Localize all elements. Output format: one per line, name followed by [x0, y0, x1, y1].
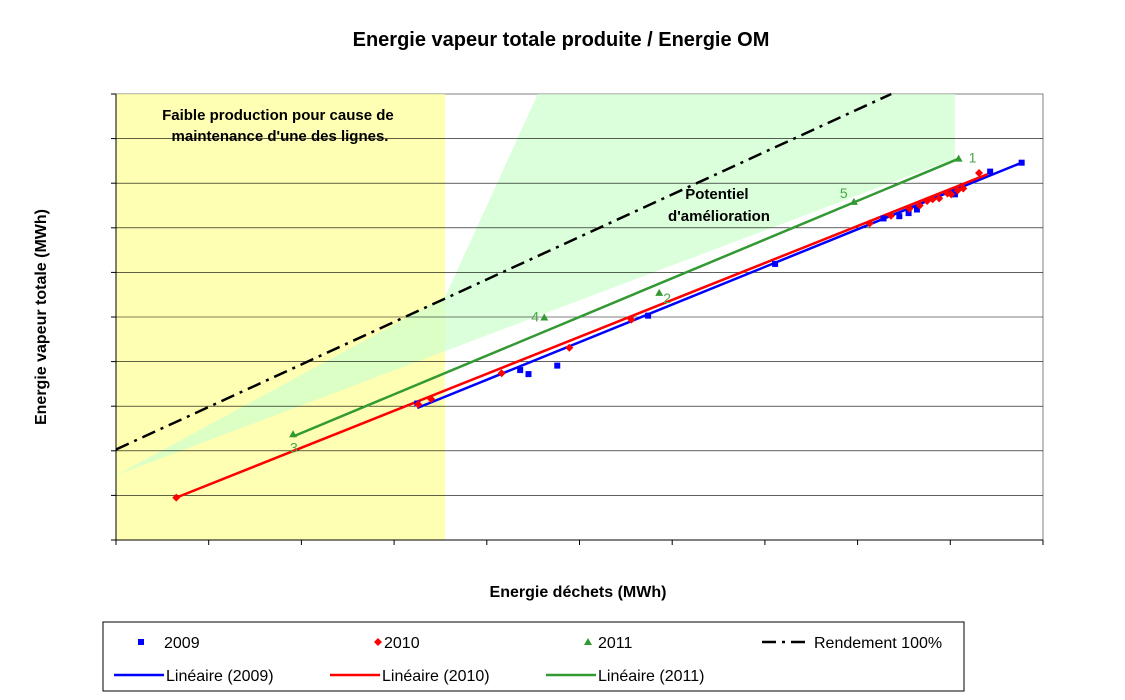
marker-2011 [289, 430, 298, 438]
legend-label-2009: 2009 [164, 635, 200, 652]
annotation-maintenance: Faible production pour cause de maintena… [162, 107, 398, 145]
marker-2009 [772, 260, 779, 267]
legend-item-2010: 2010 [374, 635, 420, 652]
marker-2009 [880, 215, 887, 222]
legend-box [102, 621, 965, 692]
marker-2010 [172, 493, 181, 502]
marker-2010 [865, 219, 874, 228]
marker-2010 [905, 204, 914, 213]
marker-2009 [987, 168, 994, 175]
legend-label-2010: 2010 [384, 635, 420, 652]
legend-label-lin-aire-2009: Linéaire (2009) [166, 668, 274, 685]
point-label-2011: 4 [531, 308, 539, 324]
gridlines [116, 138, 1043, 496]
x-axis-title: Energie déchets (MWh) [490, 584, 667, 601]
marker-2009 [554, 362, 561, 369]
legend-label-rendement-100: Rendement 100% [814, 635, 942, 652]
axes [111, 93, 1044, 545]
legend-item-lin-aire-2009: Linéaire (2009) [114, 668, 274, 685]
marker-2010 [947, 190, 956, 199]
legend-marker-2011 [584, 638, 592, 645]
annotation-potentiel-line-2: d'amélioration [668, 208, 770, 225]
marker-2010 [928, 195, 937, 204]
annotation-maintenance-line-2: maintenance d'une des lignes. [172, 128, 389, 145]
chart-title: Energie vapeur totale produite / Energie… [353, 29, 770, 51]
marker-2011 [540, 313, 549, 321]
marker-2011 [655, 288, 664, 296]
point-label-2011: 1 [969, 150, 977, 166]
legend-item-2011: 2011 [584, 635, 633, 652]
legend: 2009 2010 2011 Rendement 100% Linéaire (2009… [102, 621, 965, 692]
legend-item-2009: 2009 [138, 635, 200, 652]
trendline-2010 [175, 173, 988, 499]
legend-marker-2009 [138, 639, 144, 645]
marker-2009 [645, 312, 652, 319]
trendline-2011 [292, 157, 960, 438]
plot-area: 3 4 2 5 1 [111, 92, 1044, 545]
legend-marker-2010 [374, 638, 382, 646]
legend-label-2011: 2011 [598, 635, 633, 652]
legend-label-lin-aire-2010: Linéaire (2010) [382, 668, 490, 685]
annotation-maintenance-line-1: Faible production pour cause de [162, 107, 394, 124]
point-label-2011: 2 [663, 290, 671, 306]
marker-2009 [517, 367, 524, 374]
marker-2009 [525, 371, 532, 378]
point-label-2011: 5 [840, 185, 848, 201]
marker-2010 [565, 343, 574, 352]
marker-2010 [915, 201, 924, 210]
y-axis-title: Energie vapeur totale (MWh) [33, 209, 50, 425]
legend-item-lin-aire-2011: Linéaire (2011) [546, 668, 704, 685]
marker-2011 [954, 154, 963, 162]
legend-label-lin-aire-2011: Linéaire (2011) [598, 668, 704, 685]
marker-2010 [427, 395, 436, 404]
marker-2010 [627, 315, 636, 324]
improvement-band [116, 94, 955, 476]
marker-2010 [497, 369, 506, 378]
point-labels: 3 4 2 5 1 [290, 150, 977, 456]
rendement-100-line [115, 92, 892, 451]
marker-2009 [1018, 159, 1025, 166]
point-label-2011: 3 [290, 439, 298, 455]
marker-2010 [959, 184, 968, 193]
annotation-potentiel-line-1: Potentiel [685, 186, 748, 203]
annotation-potentiel: Potentiel d'amélioration [668, 186, 770, 225]
marker-2009 [913, 206, 920, 213]
marker-2010 [935, 194, 944, 203]
marker-2010 [414, 400, 423, 409]
marker-2010 [975, 168, 984, 177]
marker-2009 [905, 210, 912, 217]
series-markers [172, 154, 1025, 502]
marker-2010 [886, 211, 895, 220]
marker-2009 [896, 213, 903, 220]
legend-item-rendement-100: Rendement 100% [762, 635, 942, 652]
marker-2011 [849, 197, 858, 205]
legend-item-lin-aire-2010: Linéaire (2010) [330, 668, 490, 685]
